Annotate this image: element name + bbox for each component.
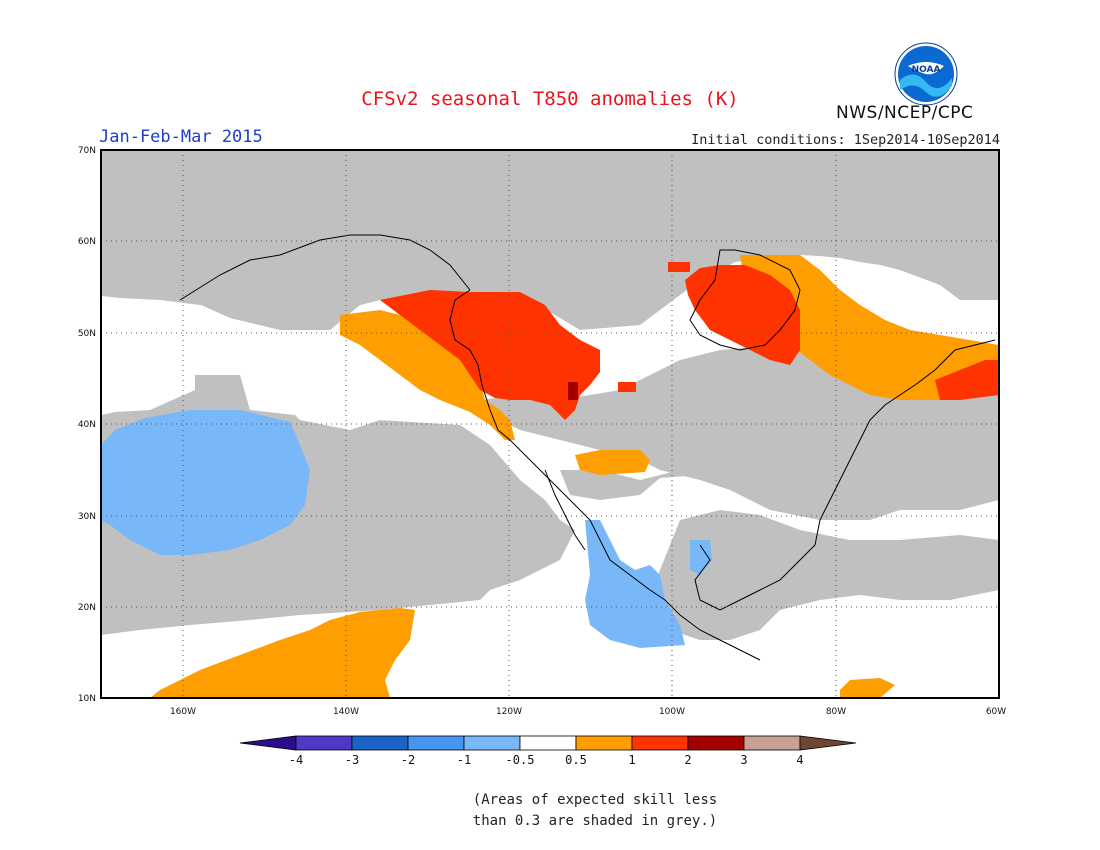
colorbar-label: -2 — [401, 753, 415, 767]
warm-region-tropical-pacific — [150, 608, 415, 698]
lat-tick-labels: 70N 60N 50N 40N 30N 20N 10N — [78, 146, 96, 704]
colorbar-swatch-1 — [295, 735, 353, 751]
initial-conditions-label: Initial conditions: 1Sep2014-10Sep2014 — [691, 132, 1000, 148]
colorbar-labels: -4 -3 -2 -1 -0.5 0.5 1 2 3 4 — [289, 753, 804, 767]
footnote-line1: (Areas of expected skill less — [472, 792, 718, 808]
warm-anomaly-red-regions — [380, 262, 999, 420]
map-frame — [100, 149, 1000, 699]
lat-tick-20n: 20N — [78, 603, 96, 613]
footnote-line2: than 0.3 are shaded in grey.) — [472, 813, 718, 829]
colorbar-swatch-0 — [239, 735, 297, 751]
lat-tick-50n: 50N — [78, 329, 96, 339]
warm-region-newengland-red — [935, 360, 999, 400]
season-label: Jan-Feb-Mar 2015 — [99, 127, 263, 147]
coast-east — [819, 339, 996, 521]
colorbar-swatch-5 — [519, 735, 577, 751]
noaa-logo-icon: NOAA — [894, 42, 958, 106]
colorbar-swatches — [239, 735, 857, 751]
lat-tick-10n: 10N — [78, 694, 96, 704]
logo-text: NOAA — [912, 65, 941, 75]
lat-tick-60n: 60N — [78, 237, 96, 247]
cold-region-mexico — [585, 520, 685, 648]
cold-region-pacific — [101, 410, 310, 555]
grey-region-gulf-caribbean — [650, 510, 999, 640]
coast-alaska — [179, 234, 471, 301]
lat-tick-40n: 40N — [78, 420, 96, 430]
warm-region-southwest — [575, 450, 650, 475]
colorbar-label: 3 — [740, 753, 747, 767]
colorbar-label: 4 — [796, 753, 803, 767]
lon-tick-100w: 100W — [659, 707, 685, 717]
lat-tick-30n: 30N — [78, 512, 96, 522]
grey-region-alaska — [101, 150, 470, 330]
colorbar-swatch-9 — [743, 735, 801, 751]
cold-region-gulf — [690, 540, 712, 575]
warm-region-caribbean — [840, 678, 895, 698]
coastlines — [179, 234, 996, 661]
colorbar-label: 1 — [628, 753, 635, 767]
colorbar-swatch-2 — [351, 735, 409, 751]
warm-region-northwest-red — [380, 290, 600, 420]
lon-tick-80w: 80W — [826, 707, 846, 717]
lat-tick-70n: 70N — [78, 146, 96, 156]
colorbar-swatch-4 — [463, 735, 521, 751]
warm-anomaly-orange-regions — [150, 255, 999, 698]
colorbar-label: 2 — [684, 753, 691, 767]
warm-region-pacific-nw — [340, 310, 515, 440]
warm-region-red-speck1 — [618, 382, 636, 392]
coast-north-america-west — [449, 289, 761, 661]
colorbar-label: -0.5 — [506, 753, 535, 767]
lon-tick-labels: 160W 140W 120W 100W 80W 60W — [170, 707, 1006, 717]
map-title: CFSv2 seasonal T850 anomalies (K) — [361, 88, 739, 110]
colorbar-label: -4 — [289, 753, 303, 767]
lon-tick-60w: 60W — [986, 707, 1006, 717]
lon-tick-120w: 120W — [496, 707, 522, 717]
colorbar-swatch-10 — [799, 735, 857, 751]
lon-tick-160w: 160W — [170, 707, 196, 717]
warm-region-dark-red — [568, 382, 578, 400]
coast-hudson-bay — [689, 249, 801, 351]
lon-tick-140w: 140W — [333, 707, 359, 717]
warm-region-red-speck2 — [668, 262, 690, 272]
colorbar-swatch-3 — [407, 735, 465, 751]
colorbar-swatch-8 — [687, 735, 745, 751]
colorbar-label: -3 — [345, 753, 359, 767]
colorbar-swatch-6 — [575, 735, 633, 751]
warm-region-hudson-red — [685, 265, 800, 365]
colorbar-swatch-7 — [631, 735, 689, 751]
coast-gulf — [694, 519, 821, 611]
warm-region-great-lakes — [740, 255, 999, 400]
colorbar-label: 0.5 — [565, 753, 587, 767]
cold-anomaly-regions — [101, 410, 712, 648]
agency-label: NWS/NCEP/CPC — [836, 103, 974, 123]
grey-region-atlantic — [810, 175, 999, 290]
coast-baja — [544, 469, 586, 551]
colorbar-label: -1 — [457, 753, 471, 767]
